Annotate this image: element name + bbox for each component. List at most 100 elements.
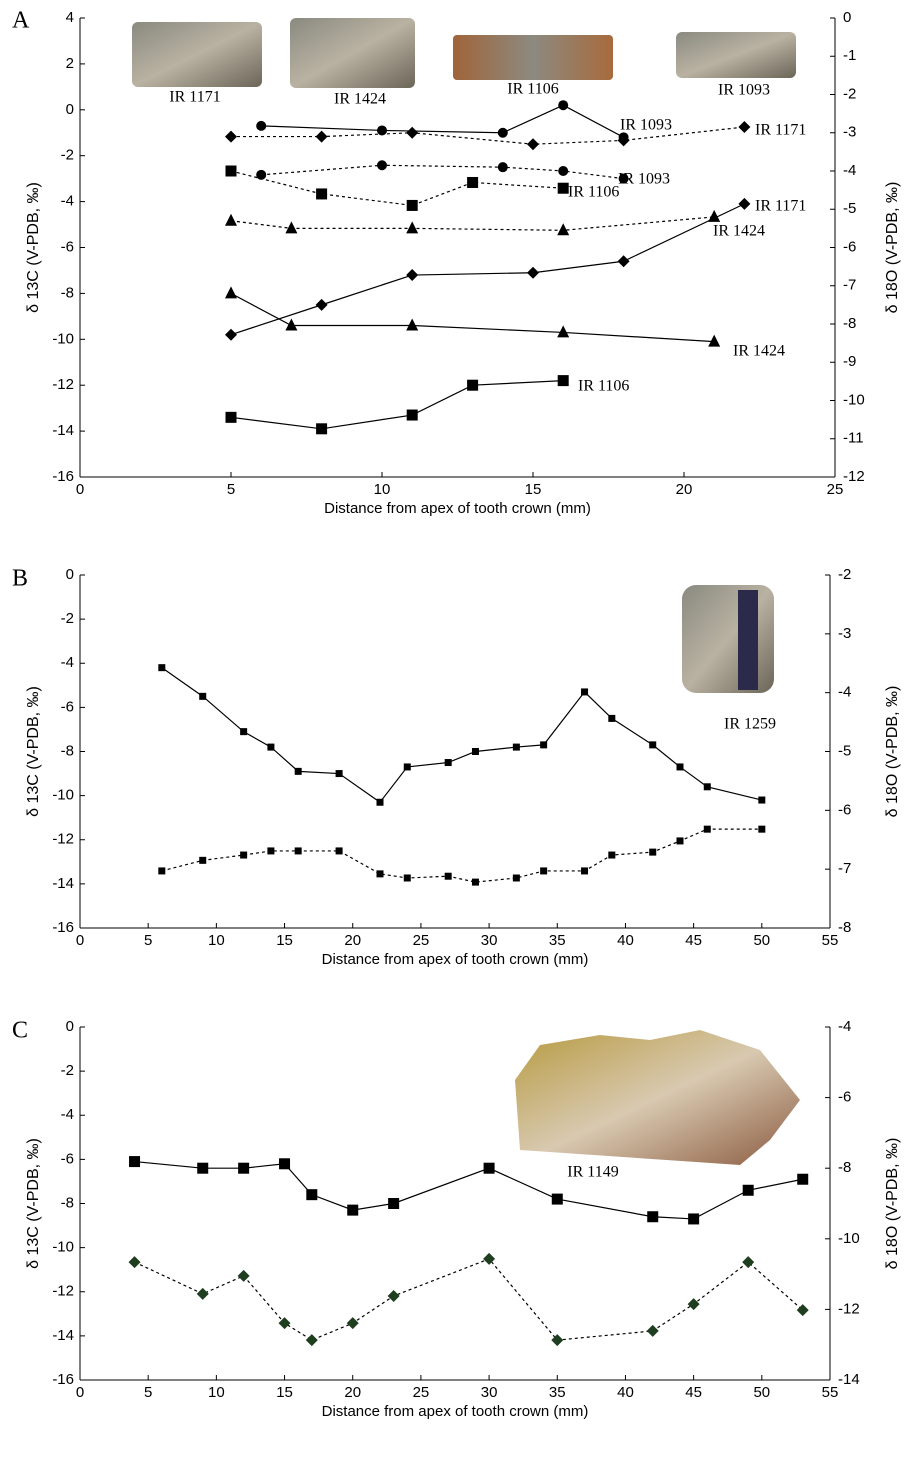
x-tick-label: 55 [822,932,839,949]
marker [196,1287,209,1300]
y2-axis-label: δ 18O (V-PDB, ‰) [884,1138,901,1270]
marker [335,847,343,855]
x-tick-label: 15 [276,932,293,949]
y-tick-label: -16 [52,919,74,936]
marker [703,825,711,833]
y2-tick-label: -8 [838,1159,851,1176]
marker [403,763,411,771]
marker [608,714,616,722]
x-tick-label: 35 [549,1384,566,1401]
x-tick-label: 25 [413,1384,430,1401]
marker [646,1324,659,1337]
y-tick-label: -8 [61,1194,74,1211]
x-axis-label: Distance from apex of tooth crown (mm) [324,500,591,517]
marker [758,796,766,804]
panel-letter: C [12,1018,28,1044]
series-line [134,1258,804,1341]
y-axis-label: δ 13C (V-PDB, ‰) [25,1138,42,1269]
marker [376,798,384,806]
x-axis-label: Distance from apex of tooth crown (mm) [322,951,589,968]
marker [197,1162,209,1174]
marker [315,130,328,143]
y2-tick-label: -3 [843,124,856,141]
marker [797,1173,809,1185]
marker [294,767,302,775]
marker [512,874,520,882]
y2-tick-label: -2 [843,85,856,102]
y-tick-label: -10 [52,330,74,347]
marker [471,878,479,886]
marker [238,1162,250,1174]
marker [294,847,302,855]
y-tick-label: -6 [61,1150,74,1167]
marker [129,1156,141,1168]
y2-tick-label: -12 [838,1300,860,1317]
x-tick-label: 20 [344,1384,361,1401]
marker [557,325,570,338]
y-tick-label: -6 [61,698,74,715]
marker [267,847,275,855]
marker [346,1317,359,1330]
marker [387,1289,400,1302]
x-tick-label: 5 [144,1384,152,1401]
series-line [230,203,745,336]
y2-tick-label: -9 [843,353,856,370]
y2-tick-label: -11 [843,430,864,447]
x-tick-label: 30 [481,1384,498,1401]
x-tick-label: 10 [208,932,225,949]
marker [540,741,548,749]
marker [558,100,569,111]
specimen-photo [682,585,774,693]
marker [608,851,616,859]
x-tick-label: 45 [685,932,702,949]
series-label: IR 1424 [713,223,765,240]
marker [527,266,539,279]
marker [467,176,479,188]
y-tick-label: -14 [52,875,74,892]
marker [708,334,721,347]
y2-tick-label: -7 [843,277,856,294]
marker [347,1204,359,1216]
marker [225,411,237,423]
marker [703,783,711,791]
marker [279,1158,291,1170]
marker [306,1189,318,1201]
marker [649,848,657,856]
y2-tick-label: -4 [838,684,851,701]
y2-tick-label: -4 [838,1018,851,1035]
y-tick-label: -12 [52,1283,74,1300]
y2-tick-label: -4 [843,162,856,179]
marker [557,223,570,236]
series-line [230,170,564,207]
x-axis-label: Distance from apex of tooth crown (mm) [322,1403,589,1420]
y2-tick-label: -6 [838,801,851,818]
specimen-label: IR 1171 [169,89,220,106]
specimen-label: IR 1259 [724,716,776,733]
panel-letter: A [12,8,30,34]
marker [471,748,479,755]
y-tick-label: -2 [61,1062,74,1079]
y-tick-label: -14 [52,1327,74,1344]
x-tick-label: 45 [685,1384,702,1401]
marker [558,166,569,176]
marker [551,1193,563,1205]
marker [376,870,384,878]
x-tick-label: 50 [753,1384,770,1401]
y-tick-label: -16 [52,1371,74,1388]
y-tick-label: 0 [66,101,74,118]
y2-tick-label: -10 [843,391,865,408]
series-line [231,126,745,145]
marker [240,728,248,736]
y2-tick-label: 0 [843,9,851,26]
y-tick-label: -8 [61,284,74,301]
marker [444,872,452,880]
y2-tick-label: -14 [838,1371,860,1388]
specimen-label: IR 1106 [507,81,558,98]
series-label: IR 1106 [578,378,629,395]
specimen-photo-detail [738,590,758,690]
marker [540,867,548,875]
marker [240,851,248,859]
x-tick-label: 25 [827,481,844,498]
series-label: IR 1093 [618,171,670,188]
series-label: IR 1171 [755,122,806,139]
